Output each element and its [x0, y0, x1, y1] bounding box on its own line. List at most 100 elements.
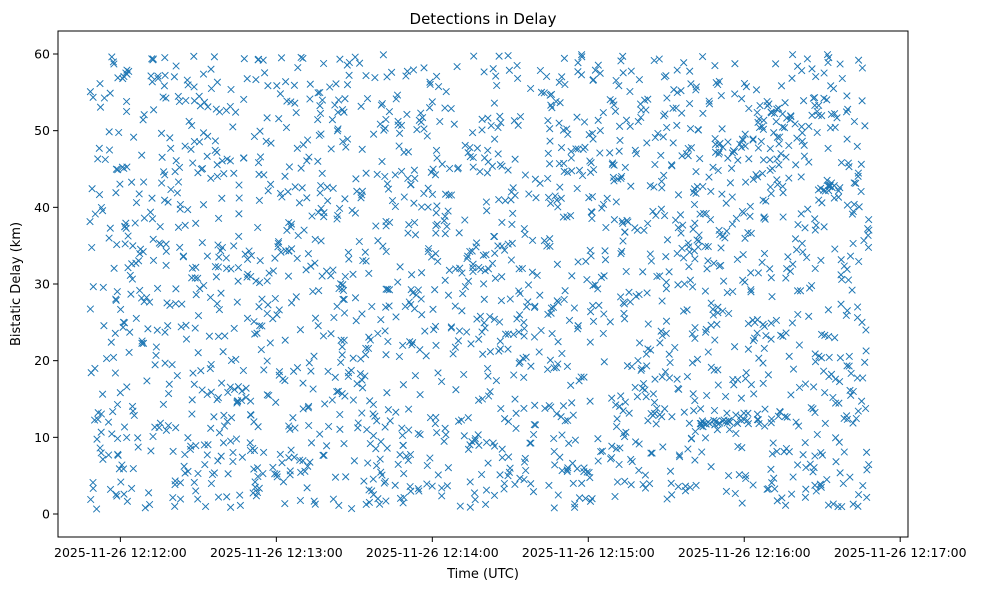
data-point	[153, 284, 162, 293]
data-point	[330, 313, 338, 322]
data-point	[484, 392, 493, 400]
data-point	[568, 399, 576, 407]
data-point	[407, 181, 415, 189]
data-point	[329, 266, 337, 274]
data-point	[617, 57, 625, 65]
data-point	[415, 116, 423, 124]
data-point	[594, 61, 602, 69]
data-point	[437, 377, 446, 386]
data-point	[86, 217, 94, 226]
data-point	[122, 97, 131, 106]
data-point	[787, 391, 795, 399]
data-point	[226, 503, 235, 511]
data-point	[774, 104, 783, 112]
data-point	[449, 350, 457, 358]
data-point	[207, 174, 215, 182]
data-point	[331, 473, 340, 481]
data-point	[536, 66, 545, 75]
data-point	[339, 286, 348, 295]
data-point	[573, 465, 581, 473]
data-point	[780, 124, 789, 132]
data-point	[191, 324, 199, 332]
data-point	[537, 326, 545, 335]
data-point	[265, 391, 273, 400]
data-point	[306, 80, 314, 88]
data-point	[609, 173, 618, 182]
data-point	[351, 294, 360, 302]
data-point	[661, 405, 669, 413]
data-point	[169, 447, 177, 456]
data-point	[553, 260, 562, 268]
data-point	[441, 276, 449, 284]
data-point	[362, 344, 370, 353]
data-point	[711, 336, 719, 344]
data-point	[159, 168, 168, 176]
data-point	[400, 469, 408, 478]
data-point	[761, 405, 769, 413]
data-point	[677, 229, 685, 237]
data-point	[490, 491, 499, 500]
data-point	[382, 351, 390, 359]
data-point	[680, 280, 689, 288]
data-point	[381, 423, 389, 431]
data-point	[269, 267, 278, 275]
data-point	[149, 55, 157, 63]
data-point	[105, 128, 113, 136]
data-point	[511, 395, 519, 403]
data-point	[490, 232, 499, 241]
data-point	[747, 380, 756, 389]
data-point	[598, 204, 606, 212]
data-point	[200, 98, 209, 106]
data-point	[138, 339, 146, 347]
data-point	[496, 112, 504, 120]
data-point	[850, 117, 859, 126]
data-point	[550, 364, 558, 372]
data-point	[172, 299, 180, 308]
data-point	[528, 236, 537, 245]
data-point	[86, 305, 95, 313]
data-point	[486, 312, 494, 321]
data-point	[217, 452, 225, 460]
data-point	[728, 220, 737, 228]
data-point	[258, 295, 266, 303]
data-point	[160, 196, 169, 204]
data-point	[174, 92, 182, 101]
data-point	[696, 210, 704, 218]
data-point	[188, 410, 196, 418]
data-point	[168, 360, 176, 369]
data-point	[458, 269, 466, 277]
data-point	[626, 87, 634, 96]
data-point	[848, 210, 857, 218]
data-point	[205, 332, 214, 340]
data-point	[669, 104, 677, 113]
data-point	[662, 72, 670, 80]
data-point	[767, 465, 775, 473]
data-point	[417, 295, 425, 303]
data-point	[768, 450, 777, 458]
data-point	[512, 424, 520, 433]
data-point	[120, 423, 129, 431]
data-point	[575, 166, 584, 174]
data-point	[817, 256, 825, 265]
data-point	[213, 172, 222, 181]
data-point	[233, 298, 241, 306]
data-point	[520, 373, 528, 382]
data-point	[488, 259, 497, 268]
data-point	[291, 99, 299, 107]
data-point	[686, 67, 694, 75]
data-point	[99, 283, 107, 292]
data-point	[478, 328, 486, 336]
data-point	[317, 181, 325, 190]
data-point	[88, 185, 96, 193]
data-point	[257, 345, 265, 354]
data-point	[792, 246, 801, 254]
data-point	[693, 183, 702, 191]
data-point	[240, 55, 248, 63]
data-point	[246, 397, 255, 405]
data-point	[279, 478, 288, 486]
data-point	[154, 74, 162, 83]
data-point	[833, 114, 841, 122]
data-point	[788, 319, 797, 327]
data-point	[691, 396, 699, 405]
data-point	[777, 331, 785, 339]
